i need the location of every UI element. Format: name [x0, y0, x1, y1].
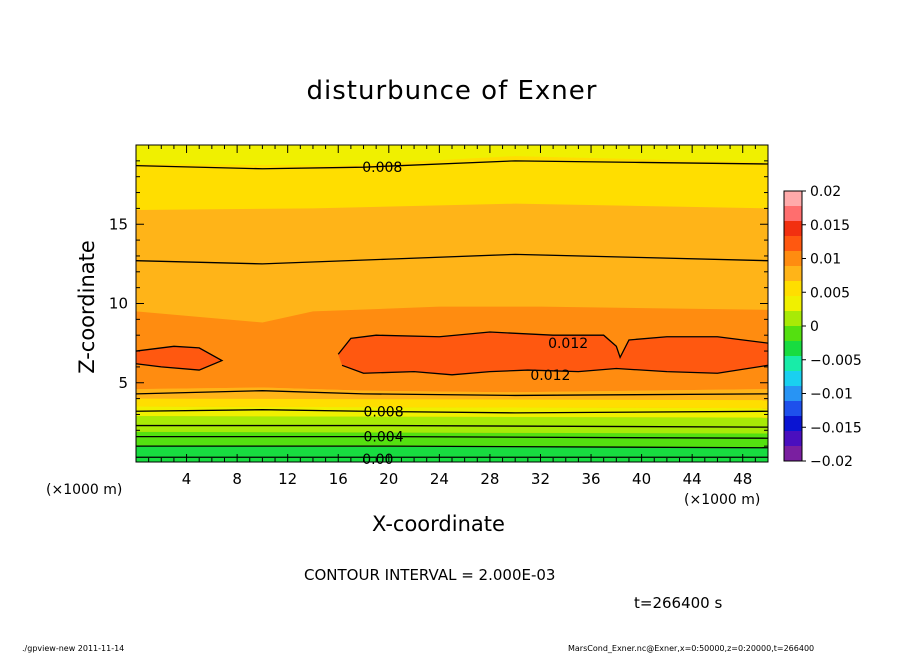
colorbar-segment: [784, 251, 802, 266]
contour-line: [135, 253, 769, 265]
x-tick-label: 32: [531, 470, 550, 488]
x-tick-label: 8: [232, 470, 242, 488]
colorbar-tick-label: 0: [810, 319, 819, 335]
contour-band: [136, 431, 768, 448]
contour-band: [136, 416, 768, 434]
contour-label: 0.012: [548, 336, 588, 352]
colorbar-tick-label: 0.005: [810, 285, 850, 301]
x-tick-label: 12: [278, 470, 297, 488]
y-tick-label: 10: [109, 295, 128, 313]
y-axis-label: Z-coordinate: [75, 240, 99, 374]
colorbar-segment: [784, 191, 802, 206]
x-tick-label: 4: [182, 470, 192, 488]
y-tick-label: 15: [109, 215, 128, 233]
chart-title: disturbunce of Exner: [306, 76, 598, 106]
colorbar-segment: [784, 206, 802, 221]
contour-band: [136, 145, 768, 166]
contour-line: [135, 390, 769, 397]
colorbar-tick-label: −0.015: [810, 420, 862, 436]
contour-band: [136, 398, 768, 409]
x-tick-label: 36: [581, 470, 600, 488]
contour-band: [136, 446, 768, 462]
x-tick-label: 20: [379, 470, 398, 488]
contour-label: 0.008: [362, 160, 402, 176]
x-tick-label: 24: [430, 470, 449, 488]
x-tick-label: 44: [683, 470, 702, 488]
contour-line: [135, 160, 769, 170]
contour-label: 0.004: [364, 430, 404, 446]
contour-interval-label: CONTOUR INTERVAL = 2.000E-03: [304, 566, 556, 584]
colorbar-segment: [784, 431, 802, 446]
colorbar-tick-label: −0.01: [810, 387, 853, 403]
colorbar-tick-label: 0.02: [810, 184, 841, 200]
colorbar-segment: [784, 236, 802, 251]
contour-label: 0.012: [530, 368, 570, 384]
contour-band: [136, 387, 768, 401]
colorbar-segment: [784, 311, 802, 326]
x-tick-label: 16: [329, 470, 348, 488]
colorbar-segment: [784, 326, 802, 341]
contour-line: [135, 409, 769, 414]
colorbar-segment: [784, 296, 802, 311]
contour-line: [136, 424, 769, 428]
contour-line: [341, 364, 769, 376]
x-tick-label: 40: [632, 470, 651, 488]
x-axis-label: X-coordinate: [372, 512, 505, 536]
colorbar-tick-label: 0.01: [810, 252, 841, 268]
y-tick-label: 5: [118, 374, 128, 392]
contour-line: [135, 345, 224, 371]
contour-line: [136, 435, 769, 439]
x-unit-label-right: (×1000 m): [684, 492, 761, 508]
colorbar-segment: [784, 341, 802, 356]
colorbar-segment: [784, 356, 802, 371]
colorbar-segment: [784, 221, 802, 236]
footer-right-text: MarsCond_Exner.nc@Exner,x=0:50000,z=0:20…: [568, 644, 815, 653]
x-unit-label-left: (×1000 m): [46, 482, 123, 498]
colorbar-segment: [784, 401, 802, 416]
time-label: t=266400 s: [634, 594, 723, 612]
x-tick-label: 48: [733, 470, 752, 488]
colorbar-segment: [784, 281, 802, 296]
contour-band: [136, 346, 222, 371]
contour-label: 0.008: [364, 404, 404, 420]
x-tick-label: 28: [480, 470, 499, 488]
footer-left-text: ./gpview-new 2011-11-14: [22, 644, 125, 653]
colorbar-segment: [784, 266, 802, 281]
contour-band: [338, 332, 768, 375]
colorbar-segment: [784, 386, 802, 401]
contour-line: [337, 331, 769, 360]
colorbar-segment: [784, 446, 802, 461]
colorbar-tick-label: −0.005: [810, 353, 862, 369]
colorbar-segment: [784, 371, 802, 386]
colorbar-tick-label: −0.02: [810, 454, 853, 470]
contour-line: [136, 445, 769, 449]
colorbar-segment: [784, 416, 802, 431]
colorbar-tick-label: 0.015: [810, 218, 850, 234]
contour-label: 0.00: [362, 452, 393, 468]
